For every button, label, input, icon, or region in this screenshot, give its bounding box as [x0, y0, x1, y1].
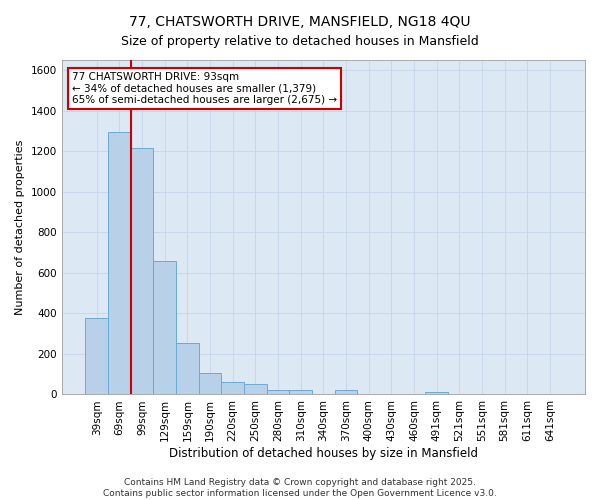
Text: Contains HM Land Registry data © Crown copyright and database right 2025.
Contai: Contains HM Land Registry data © Crown c…	[103, 478, 497, 498]
Bar	[266, 390, 289, 394]
Text: 77, CHATSWORTH DRIVE, MANSFIELD, NG18 4QU: 77, CHATSWORTH DRIVE, MANSFIELD, NG18 4Q…	[129, 15, 471, 29]
X-axis label: Distribution of detached houses by size in Mansfield: Distribution of detached houses by size …	[169, 447, 478, 460]
Bar	[244, 384, 266, 394]
Bar	[85, 318, 108, 394]
Bar	[199, 373, 221, 394]
Text: Size of property relative to detached houses in Mansfield: Size of property relative to detached ho…	[121, 35, 479, 48]
Bar	[108, 132, 131, 394]
Bar	[425, 392, 448, 394]
Bar	[176, 343, 199, 394]
Bar	[221, 382, 244, 394]
Bar	[335, 390, 358, 394]
Bar	[289, 390, 312, 394]
Bar	[131, 148, 154, 394]
Bar	[154, 260, 176, 394]
Y-axis label: Number of detached properties: Number of detached properties	[15, 140, 25, 315]
Text: 77 CHATSWORTH DRIVE: 93sqm
← 34% of detached houses are smaller (1,379)
65% of s: 77 CHATSWORTH DRIVE: 93sqm ← 34% of deta…	[72, 72, 337, 105]
